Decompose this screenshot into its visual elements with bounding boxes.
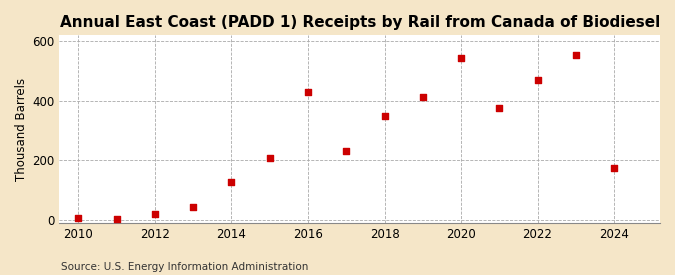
Point: [73, 216, 84, 221]
Point: [111, 217, 122, 222]
Title: Annual East Coast (PADD 1) Receipts by Rail from Canada of Biodiesel: Annual East Coast (PADD 1) Receipts by R…: [59, 15, 659, 30]
Point: [379, 114, 390, 119]
Point: [570, 53, 581, 57]
Point: [302, 90, 313, 94]
Point: [609, 166, 620, 170]
Point: [188, 205, 198, 210]
Point: [417, 95, 428, 99]
Text: Source: U.S. Energy Information Administration: Source: U.S. Energy Information Administ…: [61, 262, 308, 272]
Point: [265, 156, 275, 161]
Point: [532, 78, 543, 82]
Point: [494, 106, 505, 111]
Point: [456, 56, 466, 60]
Y-axis label: Thousand Barrels: Thousand Barrels: [15, 78, 28, 181]
Point: [150, 212, 161, 216]
Point: [341, 148, 352, 153]
Point: [226, 180, 237, 184]
